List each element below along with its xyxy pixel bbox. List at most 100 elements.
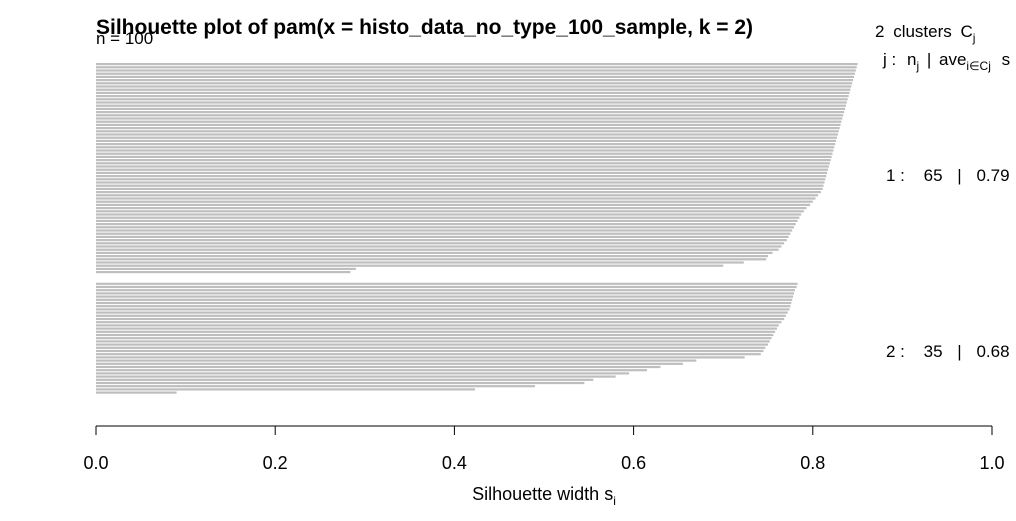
silhouette-bar-c2-16 <box>96 330 776 333</box>
silhouette-bar-c2-1 <box>96 282 798 285</box>
silhouette-bar-c1-8 <box>96 85 852 88</box>
silhouette-bar-c1-66 <box>96 271 351 274</box>
silhouette-bar-c2-19 <box>96 340 770 343</box>
silhouette-bar-c1-1 <box>96 63 858 66</box>
silhouette-bar-c1-17 <box>96 114 844 117</box>
silhouette-bar-c1-33 <box>96 165 829 168</box>
silhouette-bar-c1-55 <box>96 235 789 238</box>
silhouette-bar-c2-10 <box>96 311 788 314</box>
silhouette-bar-c1-23 <box>96 133 838 136</box>
silhouette-bar-c2-29 <box>96 372 630 375</box>
silhouette-bar-c1-31 <box>96 159 831 162</box>
silhouette-bar-c1-26 <box>96 143 836 146</box>
silhouette-bar-c2-5 <box>96 295 794 298</box>
silhouette-bar-c2-3 <box>96 289 795 292</box>
silhouette-bar-c1-27 <box>96 146 835 149</box>
silhouette-bar-c1-49 <box>96 216 800 219</box>
silhouette-bar-c1-59 <box>96 248 779 251</box>
x-tick-label: 0.2 <box>263 453 288 473</box>
silhouette-bar-c1-14 <box>96 104 846 107</box>
silhouette-bar-c1-32 <box>96 162 830 165</box>
silhouette-bar-c1-10 <box>96 91 850 94</box>
silhouette-bar-c1-16 <box>96 111 845 114</box>
silhouette-bar-c1-34 <box>96 168 829 171</box>
silhouette-bar-c2-6 <box>96 298 793 301</box>
silhouette-bar-c1-12 <box>96 98 848 101</box>
silhouette-bar-c1-61 <box>96 255 768 258</box>
silhouette-bar-c1-30 <box>96 155 832 158</box>
silhouette-bar-c1-29 <box>96 152 833 155</box>
silhouette-bar-c1-25 <box>96 139 837 142</box>
silhouette-bar-c1-9 <box>96 88 851 91</box>
legend-row-cluster-1: 1 : 65 | 0.79 <box>886 166 1010 185</box>
silhouette-bar-c2-32 <box>96 381 585 385</box>
silhouette-bar-c2-24 <box>96 356 745 359</box>
silhouette-bar-c2-30 <box>96 375 616 378</box>
silhouette-bar-c1-51 <box>96 223 796 226</box>
silhouette-bar-c1-64 <box>96 264 724 267</box>
silhouette-bar-c1-2 <box>96 66 857 69</box>
silhouette-bar-c1-40 <box>96 187 823 190</box>
x-tick-label: 0.8 <box>800 453 825 473</box>
silhouette-bar-c2-14 <box>96 324 779 327</box>
silhouette-bar-c1-58 <box>96 245 782 248</box>
silhouette-bar-c2-26 <box>96 362 683 365</box>
silhouette-bar-c1-41 <box>96 191 821 194</box>
silhouette-bar-c1-35 <box>96 171 828 174</box>
silhouette-bar-c2-4 <box>96 292 794 295</box>
silhouette-bar-c1-11 <box>96 95 849 98</box>
silhouette-bar-c1-42 <box>96 194 819 197</box>
silhouette-bar-c1-60 <box>96 251 773 254</box>
silhouette-bar-c1-38 <box>96 181 825 184</box>
silhouette-bar-c1-47 <box>96 210 804 213</box>
x-tick-label: 1.0 <box>979 453 1004 473</box>
silhouette-bar-c2-22 <box>96 349 764 353</box>
silhouette-bar-c1-5 <box>96 75 855 78</box>
silhouette-bar-c2-7 <box>96 301 792 305</box>
silhouette-bar-c2-17 <box>96 333 774 337</box>
silhouette-bar-c1-15 <box>96 107 846 110</box>
silhouette-bar-c2-12 <box>96 317 785 321</box>
silhouette-bar-c2-13 <box>96 321 782 324</box>
silhouette-bar-c2-25 <box>96 359 697 362</box>
silhouette-bar-c2-18 <box>96 337 772 340</box>
legend-subheader: j : nj | avei∈Cj s <box>882 50 1010 74</box>
n-label: n = 100 <box>96 29 153 48</box>
silhouette-bar-c1-4 <box>96 72 855 75</box>
x-tick-label: 0.0 <box>83 453 108 473</box>
silhouette-bar-c2-11 <box>96 314 786 317</box>
silhouette-bars <box>96 63 858 394</box>
silhouette-bar-c1-21 <box>96 127 840 130</box>
silhouette-bar-c2-27 <box>96 365 661 369</box>
silhouette-bar-c2-23 <box>96 353 761 356</box>
silhouette-bar-c1-36 <box>96 175 827 178</box>
silhouette-bar-c1-24 <box>96 136 837 139</box>
silhouette-bar-c1-56 <box>96 239 787 242</box>
silhouette-bar-c1-54 <box>96 232 791 235</box>
silhouette-bar-c1-18 <box>96 117 843 120</box>
silhouette-bar-c1-37 <box>96 178 826 181</box>
silhouette-bar-c1-53 <box>96 229 793 232</box>
silhouette-bar-c2-28 <box>96 369 648 372</box>
silhouette-bar-c1-13 <box>96 101 847 104</box>
legend-header: 2 clusters Cj <box>875 22 975 45</box>
silhouette-bar-c1-20 <box>96 123 841 126</box>
silhouette-bar-c2-8 <box>96 305 791 308</box>
silhouette-bar-c1-6 <box>96 79 854 82</box>
silhouette-bar-c1-50 <box>96 219 798 222</box>
silhouette-bar-c1-52 <box>96 226 794 229</box>
legend-row-cluster-2: 2 : 35 | 0.68 <box>886 342 1010 361</box>
silhouette-bar-c2-2 <box>96 285 797 289</box>
silhouette-bar-c2-9 <box>96 308 790 311</box>
silhouette-bar-c1-22 <box>96 130 839 133</box>
x-axis-label: Silhouette width si <box>472 484 616 508</box>
silhouette-bar-c2-33 <box>96 385 536 388</box>
silhouette-bar-c2-34 <box>96 388 476 391</box>
silhouette-bar-c1-46 <box>96 207 807 210</box>
x-tick-label: 0.6 <box>621 453 646 473</box>
silhouette-bar-c2-31 <box>96 378 594 381</box>
silhouette-bar-c1-19 <box>96 120 842 123</box>
chart-title: Silhouette plot of pam(x = histo_data_no… <box>96 16 753 39</box>
silhouette-bar-c1-28 <box>96 149 834 152</box>
